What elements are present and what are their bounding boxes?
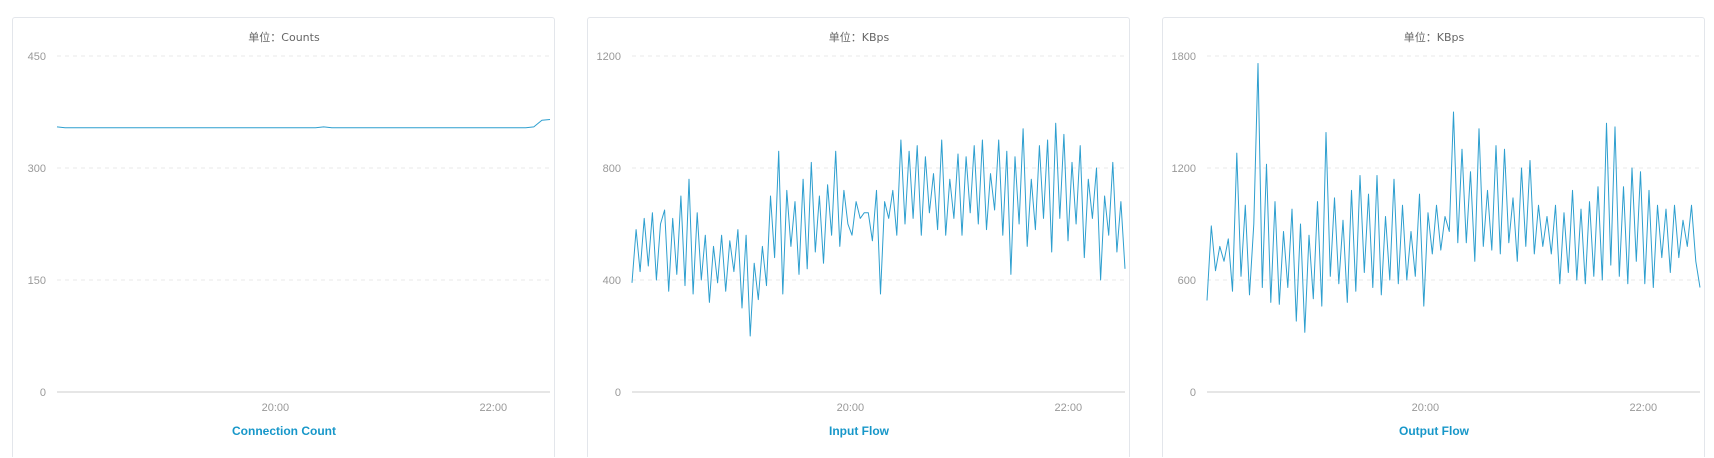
x-tick-label: 20:00: [837, 402, 865, 414]
chart-title[interactable]: Input Flow: [829, 424, 890, 438]
chart-title[interactable]: Connection Count: [232, 424, 336, 438]
y-tick-label: 0: [1190, 387, 1196, 399]
chart-title[interactable]: Output Flow: [1399, 424, 1470, 438]
output-flow-chart: 单位：KBps 0 600 1200 1800 20:00 22:00 Output Flow: [1172, 30, 1701, 438]
y-tick-label: 1200: [1172, 163, 1196, 175]
series-line: [1206, 63, 1701, 333]
y-tick-label: 1200: [597, 51, 621, 63]
y-tick-label: 0: [40, 387, 46, 399]
input-flow-chart: 单位：KBps 0 400 800 1200 20:00 22:00 Input Flow: [597, 30, 1126, 438]
y-tick-label: 150: [28, 275, 46, 287]
chart-panel-output-flow: 单位：KBps 0 600 1200 1800 20:00 22:00 Output Flow: [1162, 17, 1705, 457]
y-tick-label: 400: [603, 275, 621, 287]
y-tick-label: 0: [615, 387, 621, 399]
unit-label: 单位：Counts: [248, 30, 320, 44]
series-line: [631, 122, 1126, 337]
series-line: [56, 119, 551, 129]
connection-count-chart: 单位：Counts 0 150 300 450 20:00 22:00 Connection …: [28, 30, 551, 438]
x-tick-label: 22:00: [1630, 402, 1658, 414]
x-tick-label: 20:00: [1412, 402, 1440, 414]
y-tick-label: 600: [1178, 275, 1196, 287]
y-tick-label: 300: [28, 163, 46, 175]
x-tick-label: 22:00: [1055, 402, 1083, 414]
x-tick-label: 20:00: [262, 402, 290, 414]
x-tick-label: 22:00: [480, 402, 508, 414]
y-tick-label: 450: [28, 51, 46, 63]
unit-label: 单位：KBps: [1404, 30, 1465, 44]
chart-panel-input-flow: 单位：KBps 0 400 800 1200 20:00 22:00 Input Flow: [587, 17, 1130, 457]
y-tick-label: 800: [603, 163, 621, 175]
y-tick-label: 1800: [1172, 51, 1196, 63]
chart-panel-connection-count: 单位：Counts 0 150 300 450 20:00 22:00 Connection …: [12, 17, 555, 457]
unit-label: 单位：KBps: [829, 30, 890, 44]
